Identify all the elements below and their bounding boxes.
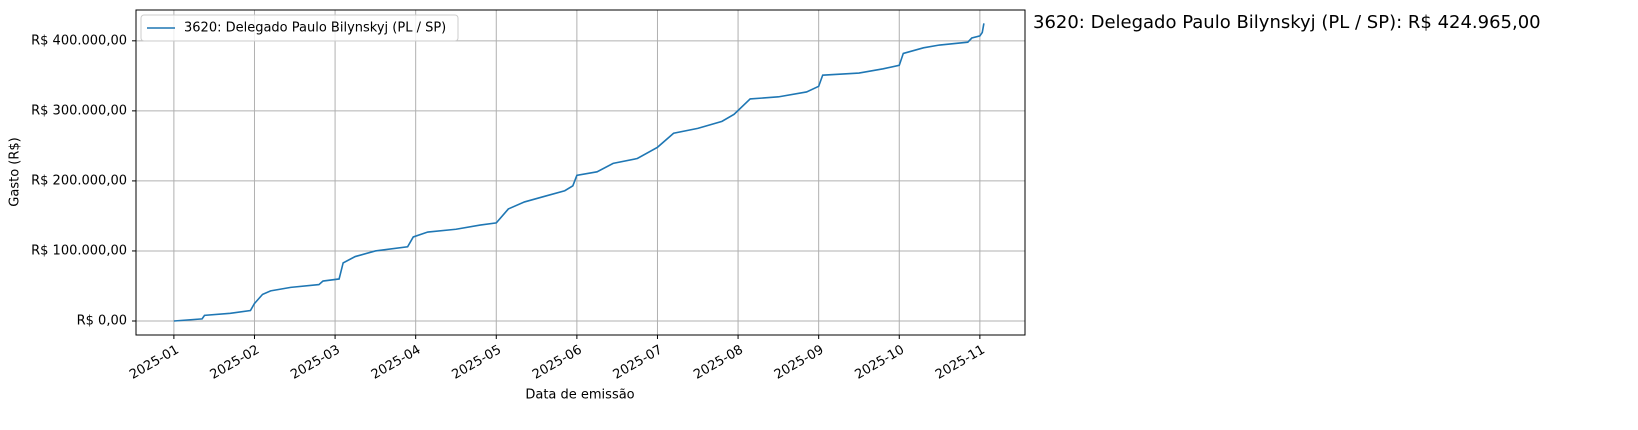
legend-box xyxy=(140,14,459,42)
x-tick-label: 2025-11 xyxy=(933,343,988,383)
x-tick-label: 2025-06 xyxy=(530,343,585,383)
series-line xyxy=(173,23,985,322)
y-tick-label: R$ 400.000,00 xyxy=(31,33,127,48)
x-tick-label: 2025-04 xyxy=(369,343,424,383)
y-axis-label: Gasto (R$) xyxy=(8,137,23,206)
annotation: 3620: Delegado Paulo Bilynskyj (PL / SP)… xyxy=(1033,12,1541,33)
y-tick-label: R$ 0,00 xyxy=(77,313,127,328)
x-tick-label: 2025-05 xyxy=(449,343,504,383)
plot-frame xyxy=(135,9,1026,336)
y-tick-label: R$ 100.000,00 xyxy=(31,243,127,258)
x-tick-label: 2025-10 xyxy=(852,343,907,383)
x-axis-label: Data de emissão xyxy=(525,388,634,403)
x-tick-label: 2025-03 xyxy=(288,343,343,383)
y-tick-label: R$ 200.000,00 xyxy=(31,173,127,188)
x-tick-label: 2025-07 xyxy=(611,343,666,383)
legend-label: 3620: Delegado Paulo Bilynskyj (PL / SP) xyxy=(184,21,446,36)
x-tick-label: 2025-01 xyxy=(127,343,182,383)
x-tick-label: 2025-08 xyxy=(691,343,746,383)
x-tick-label: 2025-09 xyxy=(772,343,827,383)
y-tick-label: R$ 300.000,00 xyxy=(31,103,127,118)
x-tick-label: 2025-02 xyxy=(208,343,263,383)
